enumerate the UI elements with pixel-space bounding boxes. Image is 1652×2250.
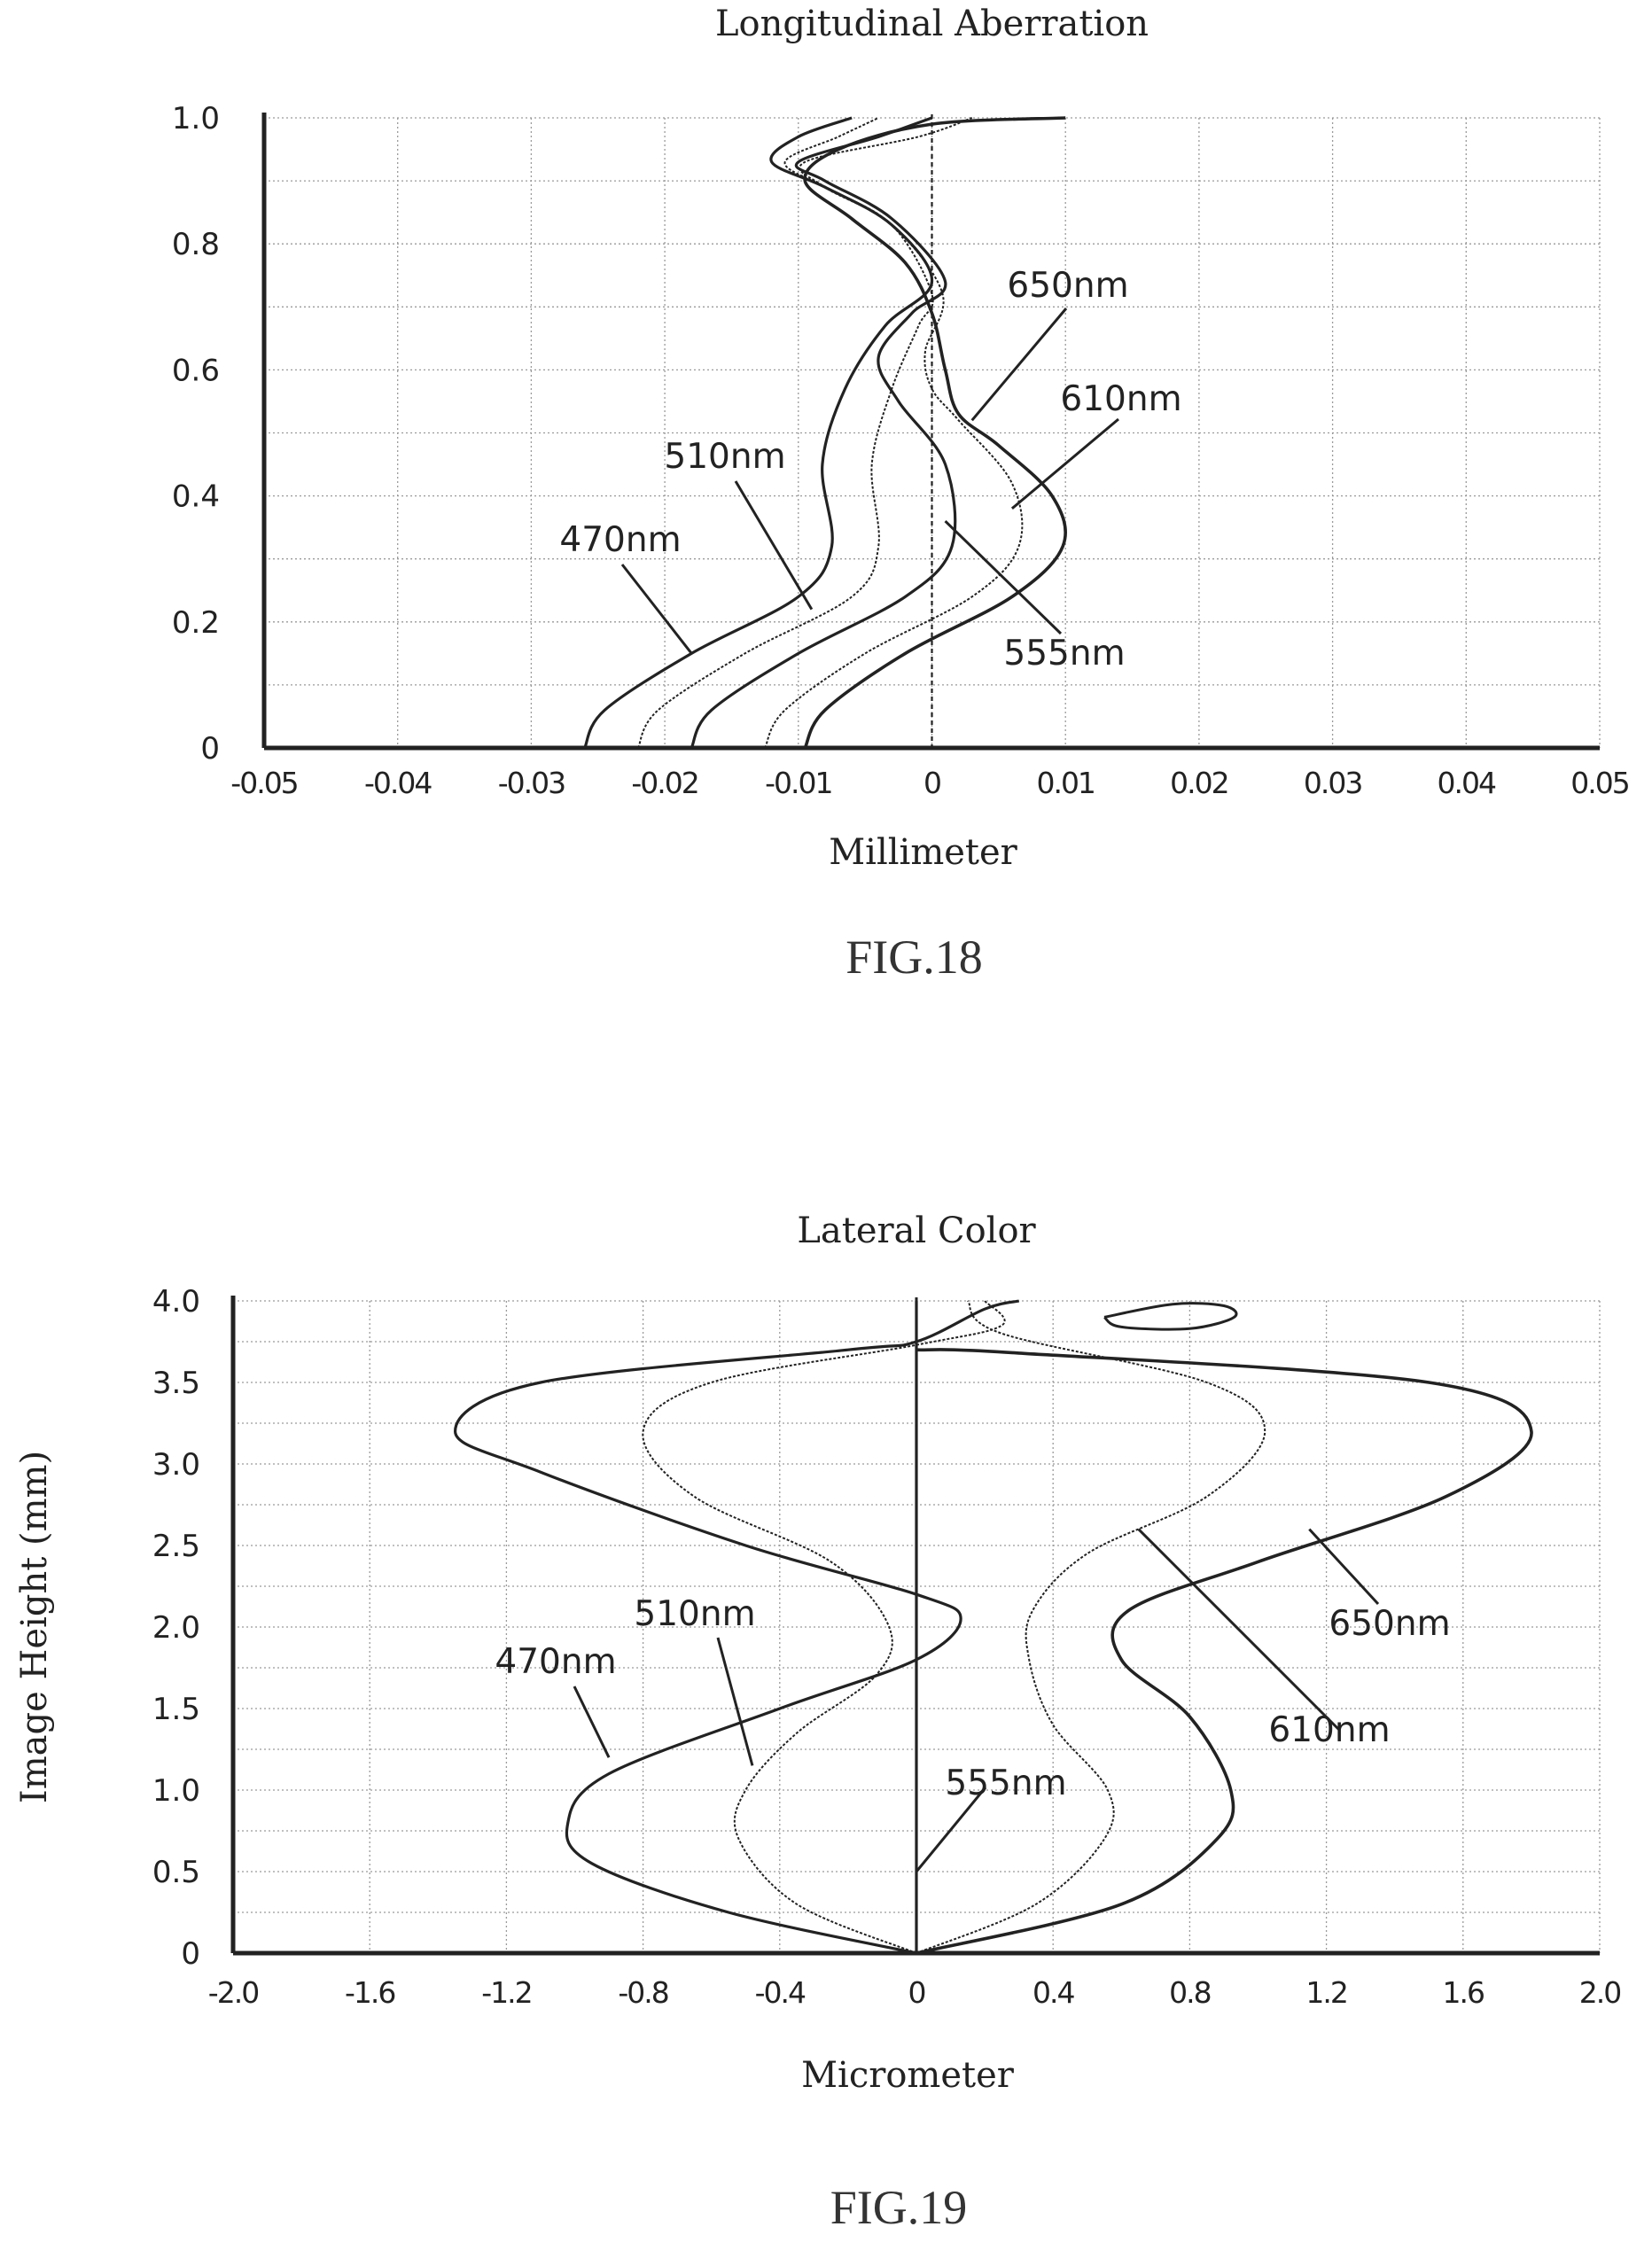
x-tick-label: -1.6	[345, 1975, 394, 2010]
x-tick-label: 1.2	[1305, 1975, 1346, 2010]
x-tick-label: 0	[923, 766, 940, 800]
x-tick-label: -0.05	[230, 766, 297, 800]
y-tick-label: 3.5	[152, 1366, 200, 1401]
annotation-leader-line	[734, 480, 814, 611]
chart-2: Lateral Color -2.0 -1.6 -1.2 -0.8 -0.4 0 0.4 0.8…	[14, 1211, 1622, 2234]
chart-1: Longitudinal Aberration -0.05 -0.04 -0.03 -0…	[172, 4, 1631, 984]
annotation-label: 510nm	[664, 437, 785, 477]
x-tick-label: -0.02	[631, 766, 697, 800]
x-tick-label: -2.0	[208, 1975, 258, 2010]
gridlines	[263, 117, 1601, 749]
annotation-leader-line	[716, 1637, 754, 1766]
y-tick-label: 1.0	[172, 101, 220, 136]
annotation-leader-line	[970, 308, 1068, 422]
chart-title: Longitudinal Aberration	[715, 4, 1149, 44]
annotation-label: 555nm	[1003, 634, 1125, 673]
annotation-label: 470nm	[559, 520, 681, 560]
annotation-leader-line	[573, 1686, 611, 1758]
series-line-650nm	[916, 1348, 1533, 1955]
annotation-leader-line	[944, 519, 1063, 635]
x-tick-label: -0.04	[364, 766, 432, 800]
y-tick-label: 0.8	[172, 227, 220, 262]
x-tick-label: -0.8	[618, 1975, 667, 2010]
x-tick-label: 0	[908, 1975, 925, 2010]
y-tick-label: 0	[200, 731, 220, 767]
x-tick-label: 0.02	[1170, 766, 1227, 800]
annotation-label: 555nm	[945, 1763, 1066, 1803]
series-line-610nm	[764, 117, 1024, 749]
y-tick-label: 0	[181, 1936, 200, 1972]
figure-caption: FIG.19	[830, 2181, 968, 2234]
x-tick-label: -1.2	[481, 1975, 531, 2010]
y-tick-label: 1.0	[152, 1773, 200, 1809]
figure-caption: FIG.18	[845, 930, 983, 984]
series-line-555nm	[690, 116, 957, 749]
x-axis-label: Millimeter	[829, 832, 1017, 873]
series-line-470nm	[453, 1299, 1020, 1955]
y-tick-label: 0.4	[172, 479, 220, 515]
x-tick-label: -0.01	[765, 766, 831, 800]
series-line-610nm	[916, 1300, 1266, 1954]
annotation-leader-line	[915, 1787, 987, 1872]
y-tick-label: 2.0	[152, 1610, 200, 1646]
x-tick-label: 0.03	[1304, 766, 1361, 800]
y-tick-label: 4.0	[152, 1284, 200, 1320]
annotation-label: 470nm	[495, 1642, 616, 1682]
y-tick-label: 2.5	[152, 1529, 200, 1564]
y-axis-label: Image Height (mm)	[14, 1451, 55, 1803]
annotation-label: 510nm	[634, 1594, 755, 1634]
y-tick-label: 1.5	[152, 1692, 200, 1727]
y-tick-label: 3.0	[152, 1447, 200, 1483]
x-tick-label: 2.0	[1579, 1975, 1620, 2010]
annotation-leader-line	[620, 564, 693, 655]
annotation-leader-line	[1010, 417, 1119, 510]
y-tick-label: 0.6	[172, 353, 220, 388]
x-tick-label: 0.8	[1169, 1975, 1210, 2010]
series-line-510nm	[637, 117, 934, 749]
annotation-leader-line	[1137, 1528, 1342, 1732]
annotation-label: 650nm	[1329, 1604, 1450, 1644]
y-tick-label: 0.2	[172, 605, 220, 641]
annotation-leader-line	[1308, 1528, 1380, 1606]
annotation-label: 650nm	[1007, 266, 1128, 306]
x-tick-label: -0.4	[755, 1975, 806, 2010]
x-tick-label: 0.01	[1036, 766, 1094, 800]
chart-title: Lateral Color	[797, 1211, 1036, 1251]
x-tick-label: 0.04	[1438, 766, 1496, 800]
series-line-650nm	[803, 116, 1067, 749]
series-line-470nm	[583, 116, 934, 749]
x-tick-label: 1.6	[1443, 1975, 1484, 2010]
annotation-label: 610nm	[1268, 1710, 1390, 1750]
series-line-510nm	[642, 1300, 1006, 1954]
annotation-label: 610nm	[1060, 379, 1181, 419]
x-tick-label: 0.05	[1570, 766, 1628, 800]
series-line-loop	[1103, 1302, 1238, 1331]
y-tick-label: 0.5	[152, 1855, 200, 1890]
x-tick-label: 0.4	[1032, 1975, 1074, 2010]
x-tick-label: -0.03	[498, 766, 565, 800]
x-axis-label: Micrometer	[801, 2055, 1015, 2096]
